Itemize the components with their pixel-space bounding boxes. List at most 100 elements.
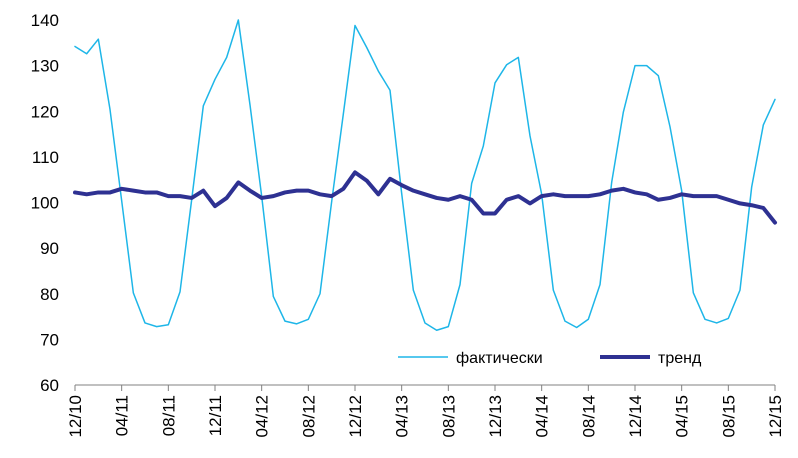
series-line-0: [74, 19, 776, 331]
x-tick-label: 04/14: [533, 395, 552, 438]
data-point: [529, 135, 531, 137]
series-points-0: [74, 19, 776, 331]
x-tick-label: 08/11: [159, 395, 178, 436]
data-point: [424, 322, 426, 324]
data-point: [529, 202, 531, 204]
data-point: [249, 104, 251, 106]
data-point: [774, 222, 776, 224]
data-point: [97, 191, 99, 193]
data-point: [599, 193, 601, 195]
x-tick-label: 04/15: [673, 395, 692, 438]
data-point: [109, 191, 111, 193]
data-point: [377, 70, 379, 72]
x-tick-label: 04/11: [113, 395, 132, 436]
data-point: [226, 197, 228, 199]
data-point: [727, 199, 729, 201]
x-tick-label: 12/11: [206, 395, 225, 436]
data-point: [109, 108, 111, 110]
data-point: [471, 182, 473, 184]
data-point: [179, 195, 181, 197]
data-point: [611, 190, 613, 192]
data-point: [552, 289, 554, 291]
y-axis: 60 70 80 90 100 110 120 130 140: [31, 11, 59, 395]
data-point: [296, 323, 298, 325]
x-tick-label: 12/12: [346, 395, 365, 438]
data-point: [179, 291, 181, 293]
data-point: [716, 322, 718, 324]
data-point: [226, 56, 228, 58]
x-tick-label: 12/10: [66, 395, 85, 438]
data-point: [121, 188, 123, 190]
data-point: [459, 284, 461, 286]
data-point: [86, 53, 88, 55]
data-point: [634, 65, 636, 67]
data-point: [156, 326, 158, 328]
data-point: [482, 212, 484, 214]
legend-label-fakticheski: фактически: [456, 350, 543, 367]
data-point: [319, 193, 321, 195]
data-point: [646, 193, 648, 195]
data-point: [366, 46, 368, 48]
data-point: [284, 320, 286, 322]
x-tick-label: 08/12: [299, 395, 318, 438]
data-point: [564, 195, 566, 197]
data-point: [86, 193, 88, 195]
data-point: [482, 145, 484, 147]
data-point: [471, 199, 473, 201]
data-point: [681, 190, 683, 192]
y-tick-label: 120: [31, 102, 59, 121]
data-point: [739, 202, 741, 204]
data-point: [751, 204, 753, 206]
data-point: [447, 199, 449, 201]
data-point: [296, 190, 298, 192]
series-points-1: [74, 171, 776, 224]
data-point: [517, 56, 519, 58]
data-point: [202, 105, 204, 107]
legend-label-trend: тренд: [658, 350, 702, 367]
data-point: [167, 324, 169, 326]
data-point: [412, 190, 414, 192]
data-point: [692, 292, 694, 294]
x-tick-label: 08/15: [719, 395, 738, 438]
data-point: [366, 180, 368, 182]
data-point: [389, 178, 391, 180]
data-point: [319, 293, 321, 295]
series-layer: [73, 19, 777, 331]
data-point: [436, 197, 438, 199]
data-point: [237, 181, 239, 183]
data-point: [681, 193, 683, 195]
data-point: [716, 195, 718, 197]
y-tick-label: 60: [40, 376, 59, 395]
data-point: [237, 19, 239, 21]
data-point: [249, 190, 251, 192]
y-tick-label: 140: [31, 11, 59, 30]
x-tick-label: 08/13: [439, 395, 458, 438]
data-point: [576, 327, 578, 329]
data-point: [762, 124, 764, 126]
data-point: [646, 65, 648, 67]
data-point: [354, 171, 356, 173]
data-point: [704, 318, 706, 320]
data-point: [307, 318, 309, 320]
data-point: [261, 197, 263, 199]
data-point: [74, 191, 76, 193]
data-point: [307, 190, 309, 192]
data-point: [739, 289, 741, 291]
data-point: [331, 201, 333, 203]
data-point: [342, 113, 344, 115]
data-point: [342, 188, 344, 190]
x-tick-label: 12/14: [626, 395, 645, 438]
data-point: [121, 200, 123, 202]
data-point: [272, 295, 274, 297]
data-point: [167, 195, 169, 197]
data-point: [191, 197, 193, 199]
y-tick-label: 90: [40, 239, 59, 258]
data-point: [447, 326, 449, 328]
data-point: [657, 75, 659, 77]
data-point: [774, 98, 776, 100]
data-point: [132, 190, 134, 192]
data-point: [156, 191, 158, 193]
y-tick-label: 70: [40, 330, 59, 349]
data-point: [214, 78, 216, 80]
